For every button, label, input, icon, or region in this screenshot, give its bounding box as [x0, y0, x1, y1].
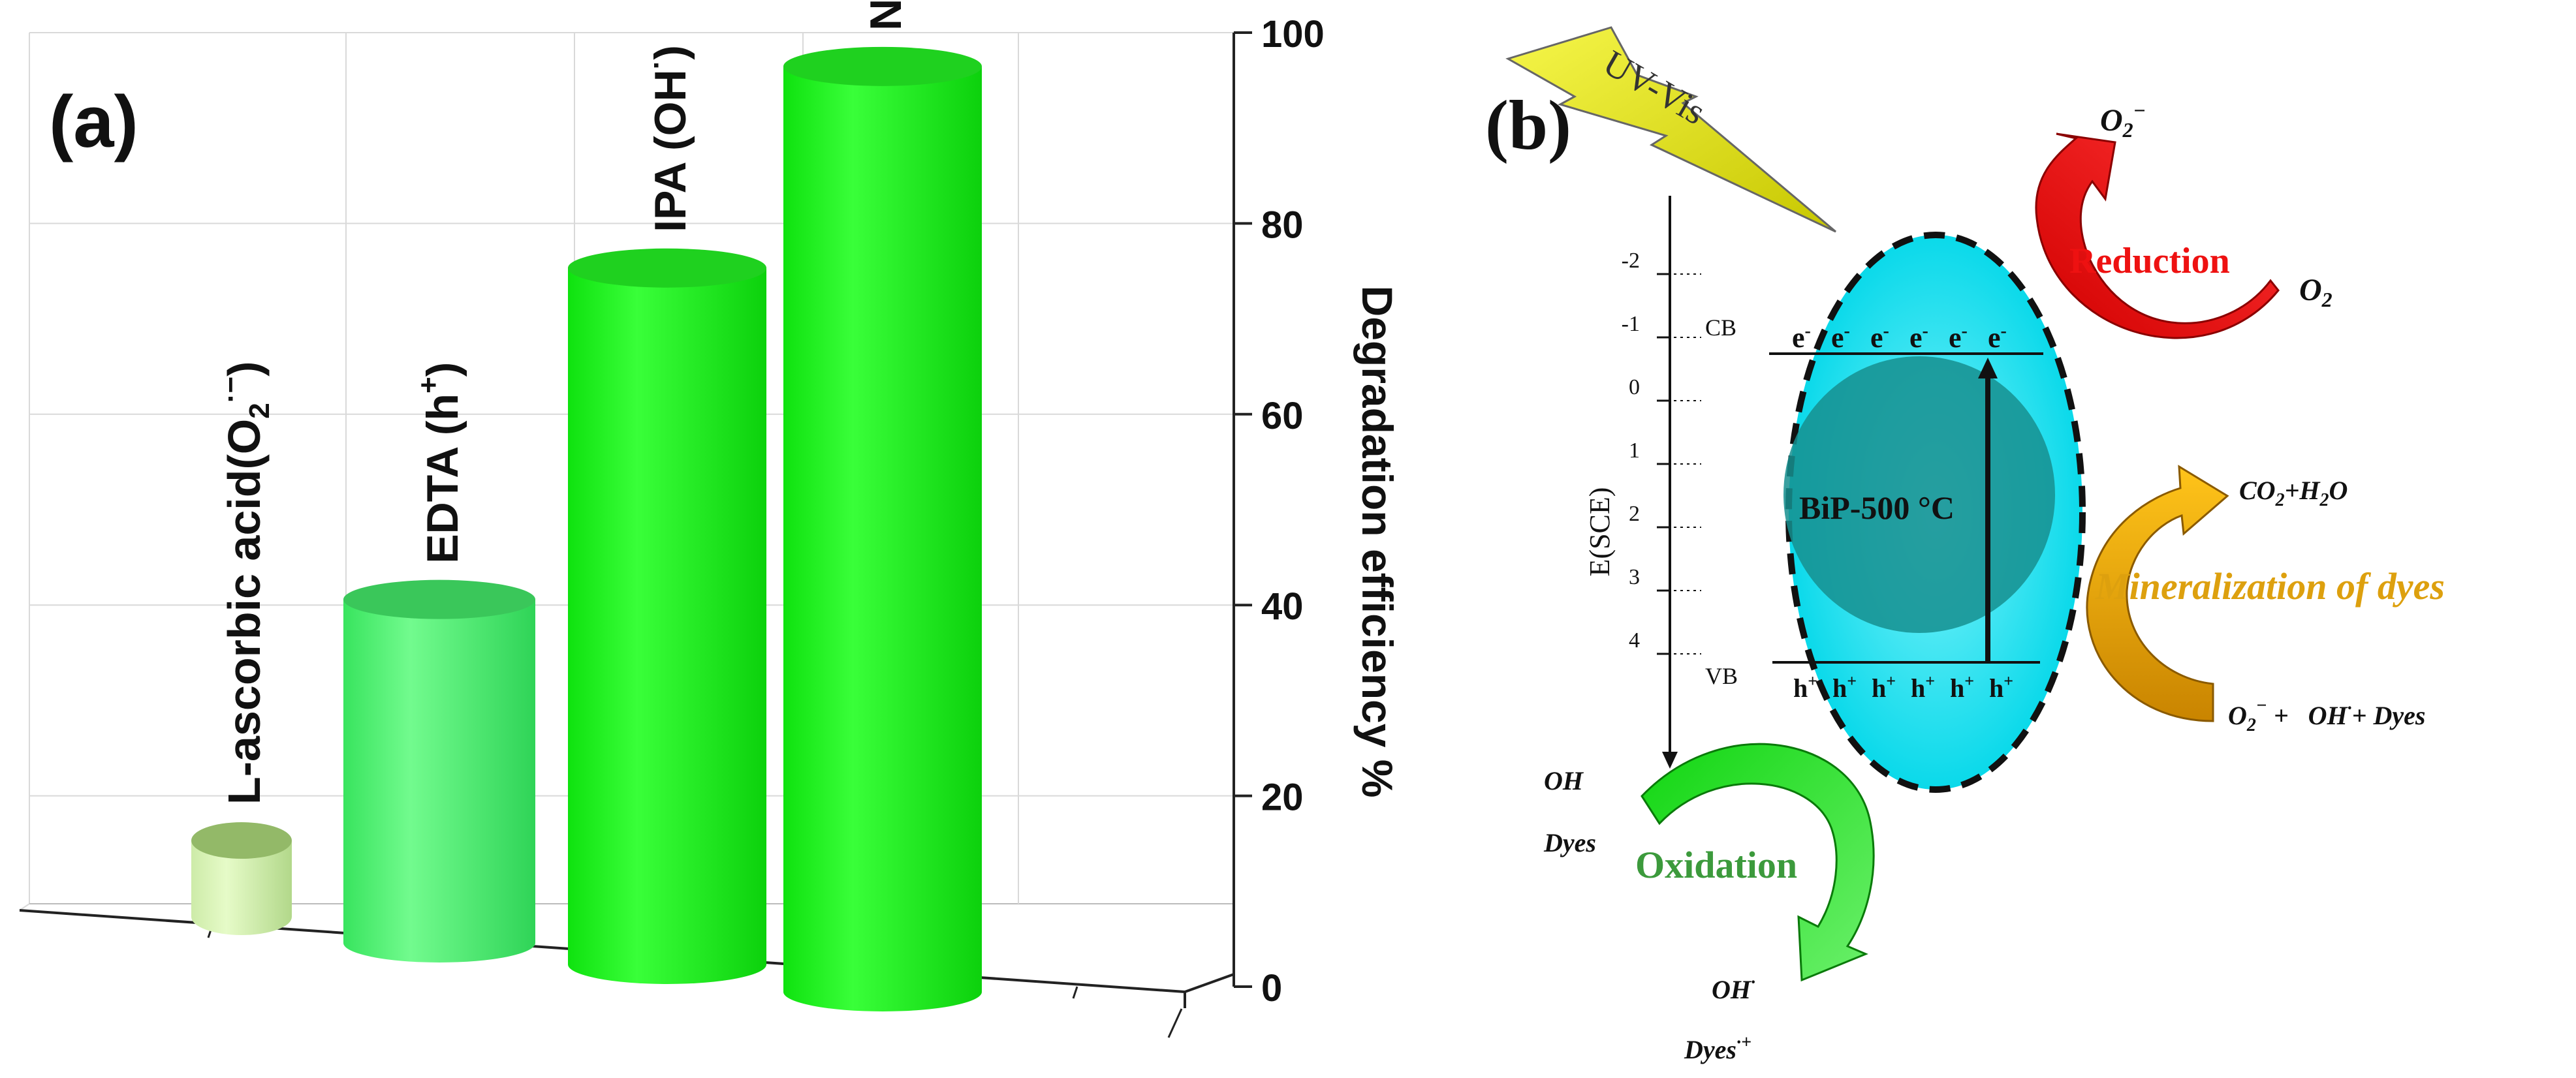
electron: e- — [1949, 321, 1968, 354]
panel-label-a: (a) — [49, 81, 138, 162]
bar-body — [568, 268, 766, 984]
oxidation-input-oh: OH — [1544, 766, 1584, 795]
hole: h+ — [1911, 671, 1935, 703]
electron-row: e-e-e-e-e-e- — [1792, 321, 2007, 354]
oxidation-arrow-icon — [1641, 743, 1875, 982]
catalyst-label: BiP-500 °C — [1799, 489, 1955, 526]
bar-body — [783, 66, 982, 1012]
oxidation-output-oh: OH· — [1712, 972, 1755, 1004]
electron: e- — [1870, 321, 1889, 354]
excitation-arrow-icon — [1978, 358, 1998, 378]
potential-tick-label: 0 — [1629, 375, 1640, 399]
panel-label-b: (b) — [1485, 87, 1571, 164]
y-tick-label: 40 — [1261, 585, 1304, 628]
vb-label: VB — [1705, 663, 1738, 689]
bar-body — [343, 599, 535, 962]
oxidation-input-dyes: Dyes — [1543, 828, 1596, 857]
hole-row: h+ h+ h+ h+ h+ h+ — [1793, 671, 2013, 703]
bar-top — [191, 822, 292, 859]
potential-tick-label: 3 — [1629, 565, 1640, 589]
potential-axis-label: E(SCE) — [1584, 487, 1616, 577]
bar-label: IPA (OH·) — [640, 45, 695, 232]
cb-label: CB — [1705, 315, 1736, 341]
reduction-reactant: O2 — [2299, 273, 2333, 311]
hole: h+ — [1950, 671, 1974, 703]
y-axis-label: Degradation efficiency % — [1353, 286, 1402, 798]
bar-label: EDTA (h+) — [413, 362, 467, 564]
bar-top — [783, 46, 982, 86]
oxidation-label: Oxidation — [1635, 844, 1797, 886]
mineralization-arrow-icon — [2086, 465, 2229, 722]
electron: e- — [1909, 321, 1928, 354]
hole: h+ — [1989, 671, 2013, 703]
y-tick-label: 80 — [1261, 204, 1304, 246]
y-tick-label: 0 — [1261, 967, 1282, 1009]
potential-tick-label: -1 — [1622, 312, 1640, 336]
bar-top — [568, 248, 766, 288]
y-tick-label: 20 — [1261, 777, 1304, 819]
mineralization-reactants: O2− + OH·+ Dyes — [2228, 696, 2425, 735]
y-tick-label: 60 — [1261, 395, 1304, 437]
bar: IPA (OH·) — [568, 45, 766, 984]
bar: L-ascorbic acid(O2·−) — [191, 362, 292, 935]
chart-a: 0 20 40 60 80 100 Degradation efficiency % L-… — [19, 0, 1402, 1038]
potential-tick-label: -2 — [1622, 249, 1640, 273]
bar-top — [343, 579, 535, 619]
electron: e- — [1988, 321, 2007, 354]
potential-tick-label: 2 — [1629, 502, 1640, 526]
bar-body — [191, 840, 292, 935]
hole: h+ — [1793, 671, 1817, 703]
bar: No Scavengers — [783, 0, 982, 1012]
bar: EDTA (h+) — [343, 362, 535, 962]
reduction-arrow-icon — [2035, 132, 2280, 339]
x-tick — [1072, 986, 1078, 999]
bar-label: No Scavengers — [861, 0, 911, 31]
potential-tick-label: 4 — [1629, 628, 1640, 653]
mineralization-label: Mineralization of dyes — [2095, 565, 2445, 608]
hole: h+ — [1872, 671, 1896, 703]
y-axis: 0 20 40 60 80 100 — [1233, 13, 1325, 1009]
reduction-label: Reduction — [2069, 241, 2230, 281]
hole: h+ — [1832, 671, 1857, 703]
bars: L-ascorbic acid(O2·−) EDTA (h+) IPA (OH·) N… — [191, 0, 982, 1012]
potential-tick-label: 1 — [1629, 439, 1640, 463]
reduction-product: O2− — [2100, 99, 2146, 142]
mineralization-products: CO2+H2O — [2239, 476, 2348, 510]
bar-label: L-ascorbic acid(O2·−) — [215, 362, 275, 805]
potential-ticks: -2 -1 0 1 2 3 4 — [1622, 249, 1701, 655]
lightning-bolt-icon — [1505, 26, 1836, 233]
potential-axis-arrow-icon — [1662, 752, 1678, 769]
electron: e- — [1831, 321, 1850, 354]
electron: e- — [1792, 321, 1811, 354]
y-tick-label: 100 — [1261, 13, 1325, 55]
oxidation-output-dyes: Dyes·+ — [1684, 1032, 1751, 1064]
